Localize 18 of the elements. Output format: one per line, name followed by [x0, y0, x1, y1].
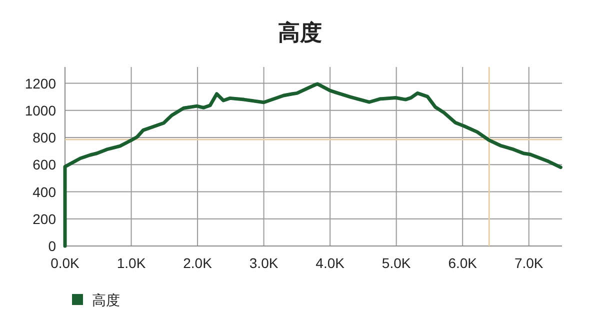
legend-label: 高度 — [92, 292, 120, 308]
y-tick-label: 0 — [48, 238, 56, 254]
x-tick-label: 0.0K — [50, 255, 80, 271]
x-tick-label: 5.0K — [382, 255, 412, 271]
x-tick-label: 4.0K — [316, 255, 346, 271]
x-tick-label: 1.0K — [116, 255, 146, 271]
y-tick-label: 800 — [32, 130, 56, 146]
y-tick-label: 1000 — [24, 102, 56, 118]
x-tick-label: 3.0K — [249, 255, 279, 271]
x-tick-label: 2.0K — [183, 255, 213, 271]
legend: 高度 — [72, 292, 120, 308]
y-tick-label: 1200 — [24, 75, 56, 92]
y-tick-label: 600 — [32, 156, 56, 173]
chart-title: 高度 — [278, 20, 322, 45]
x-tick-label: 6.0K — [448, 255, 478, 271]
y-tick-label: 200 — [32, 210, 56, 227]
x-tick-label: 7.0K — [514, 255, 544, 271]
y-tick-label: 400 — [32, 184, 56, 200]
